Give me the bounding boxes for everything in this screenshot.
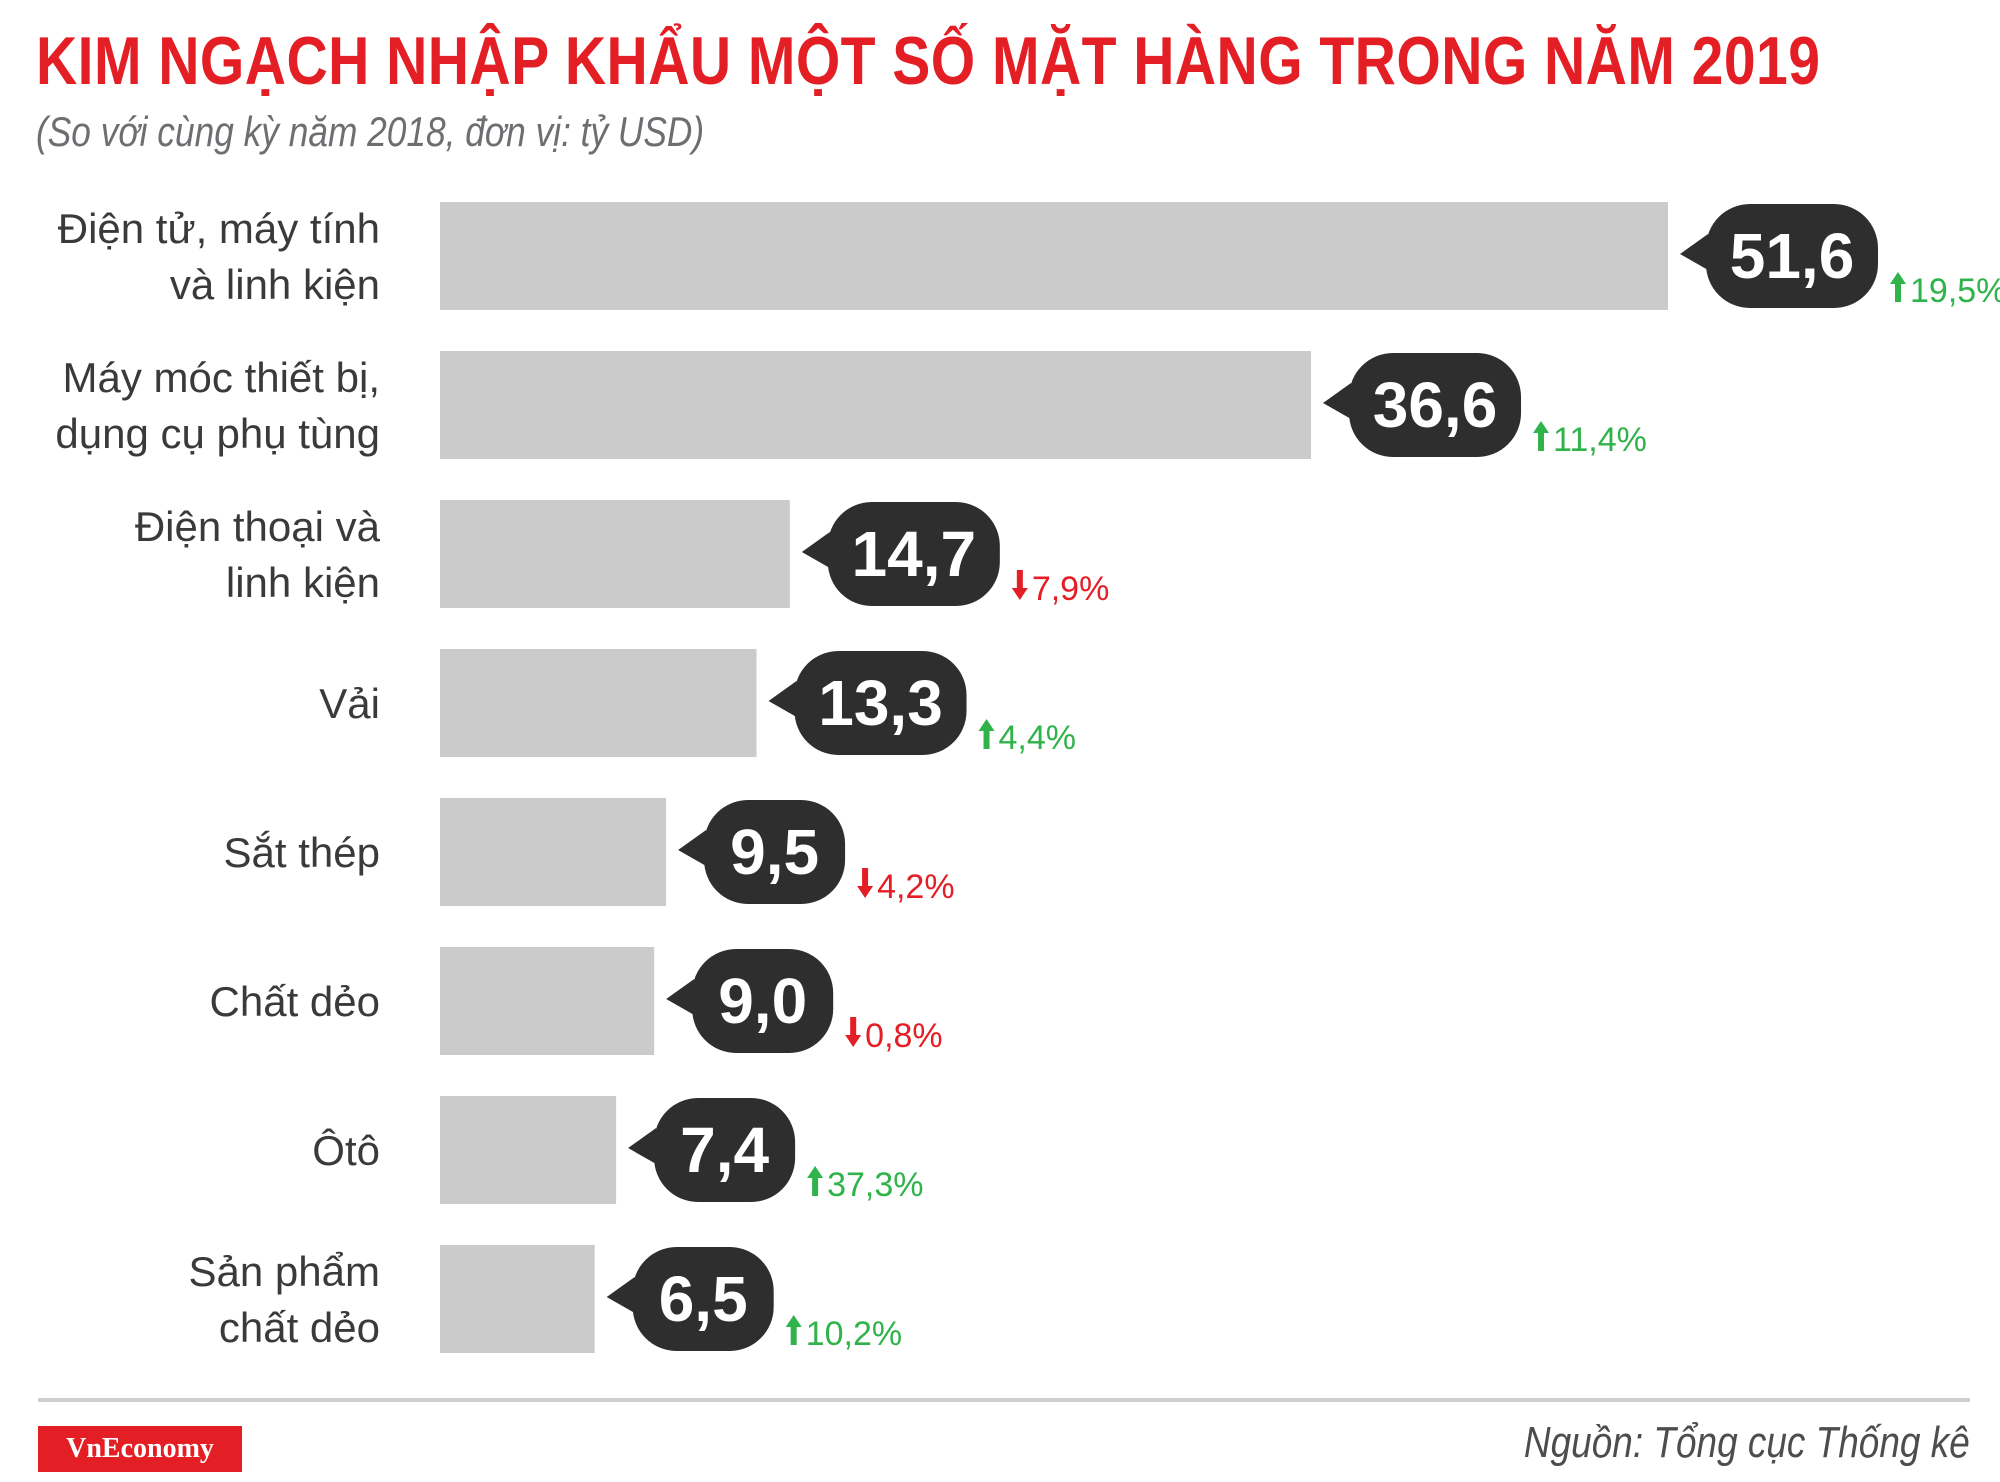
- bar: [440, 649, 757, 757]
- bar-chart: Điện tử, máy tính và linh kiện 51,6 19,5% Má…: [55, 202, 2000, 1353]
- bar: [440, 1245, 595, 1353]
- bubble-pointer: [666, 979, 695, 1015]
- change-label: 0,8%: [865, 1017, 943, 1055]
- bar: [440, 500, 790, 608]
- change-label: 4,2%: [877, 868, 955, 906]
- category-label: Vải: [319, 680, 380, 727]
- value-label: 13,3: [818, 667, 943, 739]
- chart-title: KIM NGẠCH NHẬP KHẨU MỘT SỐ MẶT HÀNG TRON…: [36, 23, 1821, 99]
- source-note: Nguồn: Tổng cục Thống kê: [1524, 1418, 1970, 1467]
- value-label: 6,5: [659, 1263, 748, 1335]
- arrow-up-icon: [978, 719, 995, 749]
- category-label: Sắt thép: [224, 829, 380, 876]
- value-label: 9,0: [718, 965, 807, 1037]
- category-label: Ôtô: [312, 1127, 380, 1174]
- bubble-pointer: [606, 1277, 635, 1313]
- value-bubble: [1706, 204, 1878, 308]
- change-label: 4,4%: [999, 719, 1077, 757]
- chart-subtitle: (So với cùng kỳ năm 2018, đơn vị: tỷ USD…: [36, 108, 705, 155]
- change-label: 37,3%: [827, 1166, 923, 1204]
- bar: [440, 351, 1312, 459]
- bubble-pointer: [801, 532, 830, 568]
- arrow-down-icon: [845, 1017, 862, 1047]
- change-label: 10,2%: [806, 1315, 902, 1353]
- arrow-up-icon: [1533, 421, 1550, 451]
- change-label: 11,4%: [1553, 421, 1647, 459]
- bubble-pointer: [1680, 234, 1708, 270]
- change-label: 19,5%: [1910, 272, 2000, 310]
- category-label: Điện thoại và linh kiện: [135, 503, 381, 606]
- category-label: Sản phẩm chất dẻo: [189, 1248, 380, 1351]
- category-label: Điện tử, máy tính và linh kiện: [58, 205, 380, 308]
- bar: [440, 798, 667, 906]
- bar: [440, 947, 655, 1055]
- arrow-up-icon: [785, 1315, 802, 1345]
- bar: [440, 202, 1668, 310]
- category-label: Máy móc thiết bị, dụng cụ phụ tùng: [55, 354, 380, 457]
- bar: [440, 1096, 617, 1204]
- change-label: 7,9%: [1032, 570, 1110, 608]
- value-bubble: [654, 1098, 796, 1202]
- category-label: Chất dẻo: [210, 978, 380, 1025]
- value-bubble: [704, 800, 846, 904]
- value-label: 51,6: [1730, 220, 1855, 292]
- value-label: 36,6: [1373, 369, 1498, 441]
- bubble-pointer: [768, 681, 797, 717]
- arrow-up-icon: [807, 1166, 824, 1196]
- arrow-down-icon: [1011, 570, 1028, 600]
- brand-logo: VnEconomy: [38, 1426, 242, 1472]
- value-label: 9,5: [730, 816, 819, 888]
- value-bubble: [1349, 353, 1522, 457]
- value-bubble: [632, 1247, 774, 1351]
- arrow-up-icon: [1890, 272, 1906, 302]
- bubble-pointer: [1323, 383, 1352, 419]
- value-bubble: [827, 502, 1000, 606]
- value-label: 14,7: [852, 518, 977, 590]
- value-bubble: [794, 651, 967, 755]
- bubble-pointer: [628, 1128, 657, 1164]
- value-bubble: [692, 949, 834, 1053]
- bubble-pointer: [678, 830, 707, 866]
- arrow-down-icon: [857, 868, 874, 898]
- value-label: 7,4: [680, 1114, 769, 1186]
- footer-divider: [38, 1398, 1970, 1402]
